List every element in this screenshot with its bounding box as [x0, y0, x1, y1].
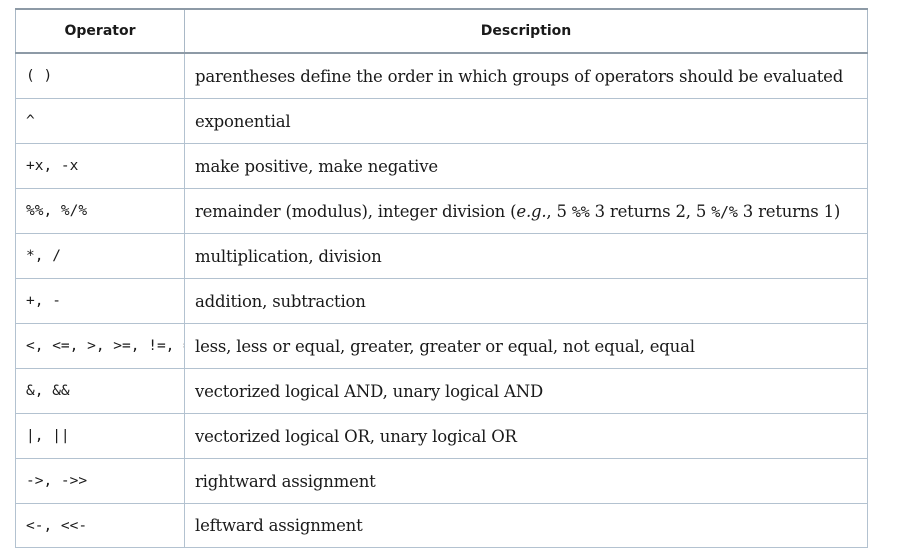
table-row: +x, -x make positive, make negative: [15, 143, 868, 189]
description-italic-text: e.g.: [516, 201, 547, 221]
description-cell: remainder (modulus), integer division (e…: [184, 188, 868, 234]
table-row: <, <=, >, >=, !=, == less, less or equal…: [15, 323, 868, 369]
description-cell: make positive, make negative: [184, 143, 868, 189]
table-row: ( ) parentheses define the order in whic…: [15, 52, 868, 99]
table-row: %%, %/% remainder (modulus), integer div…: [15, 188, 868, 234]
table-row: *, / multiplication, division: [15, 233, 868, 279]
description-text: remainder (modulus), integer division (: [195, 201, 517, 221]
description-cell: exponential: [184, 98, 868, 144]
inline-code-integer-division: %/%: [711, 202, 738, 221]
table-row: +, - addition, subtraction: [15, 278, 868, 324]
description-cell: vectorized logical OR, unary logical OR: [184, 413, 868, 459]
description-cell: less, less or equal, greater, greater or…: [184, 323, 868, 369]
operator-cell: +x, -x: [15, 143, 185, 189]
description-cell: vectorized logical AND, unary logical AN…: [184, 368, 868, 414]
operator-cell: ->, ->>: [15, 458, 185, 504]
operator-cell: |, ||: [15, 413, 185, 459]
description-cell: multiplication, division: [184, 233, 868, 279]
operator-cell: <-, <<-: [15, 503, 185, 548]
table-header-row: Operator Description: [15, 8, 868, 54]
operator-cell: ( ): [15, 52, 185, 99]
operator-cell: &, &&: [15, 368, 185, 414]
table-row: ^ exponential: [15, 98, 868, 144]
description-cell: leftward assignment: [184, 503, 868, 548]
description-cell: addition, subtraction: [184, 278, 868, 324]
table-row: ->, ->> rightward assignment: [15, 458, 868, 504]
description-text: , 5: [546, 201, 572, 221]
operator-cell: %%, %/%: [15, 188, 185, 234]
table-row: &, && vectorized logical AND, unary logi…: [15, 368, 868, 414]
inline-code-modulus: %%: [571, 202, 590, 221]
description-text: 3 returns 2, 5: [589, 201, 712, 221]
table-row: <-, <<- leftward assignment: [15, 503, 868, 548]
description-text: 3 returns 1): [737, 201, 841, 221]
operator-cell: +, -: [15, 278, 185, 324]
operator-cell: <, <=, >, >=, !=, ==: [15, 323, 185, 369]
operator-cell: ^: [15, 98, 185, 144]
operator-column-header: Operator: [15, 8, 185, 54]
description-cell: rightward assignment: [184, 458, 868, 504]
operator-precedence-table: Operator Description ( ) parentheses def…: [15, 8, 868, 548]
description-column-header: Description: [184, 8, 868, 54]
description-cell: parentheses define the order in which gr…: [184, 52, 868, 99]
table-row: |, || vectorized logical OR, unary logic…: [15, 413, 868, 459]
operator-cell: *, /: [15, 233, 185, 279]
